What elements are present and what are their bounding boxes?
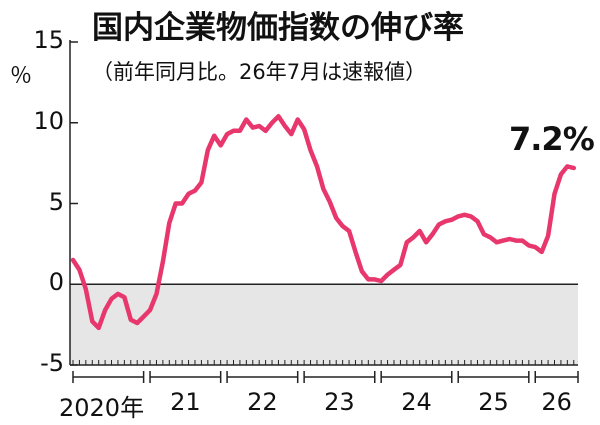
- negative-region: [70, 284, 578, 365]
- chart-title: 国内企業物価指数の伸び率: [92, 10, 464, 46]
- data-series: [70, 114, 577, 331]
- x-tick-label: 23: [324, 388, 355, 416]
- y-tick-label: 5: [48, 187, 64, 216]
- axes: [69, 40, 579, 383]
- latest-value-label: 7.2%: [509, 120, 595, 158]
- x-tick-label: 21: [170, 388, 201, 416]
- y-tick-label: 10: [33, 106, 64, 135]
- chart-subtitle: （前年同月比。26年7月は速報値）: [92, 60, 427, 84]
- y-tick-label: -5: [40, 349, 64, 377]
- x-tick-label: 25: [478, 388, 509, 416]
- x-tick-label: 2020年: [59, 394, 145, 422]
- negative-region-shading: [70, 284, 578, 365]
- y-tick-label: 0: [48, 268, 64, 297]
- series-line: [70, 114, 577, 331]
- y-tick-label: 15: [33, 26, 64, 54]
- x-tick-label: 24: [401, 388, 432, 416]
- x-tick-label: 22: [247, 388, 278, 416]
- x-tick-label: 26: [541, 388, 572, 416]
- y-axis-unit-label: ％: [10, 64, 33, 89]
